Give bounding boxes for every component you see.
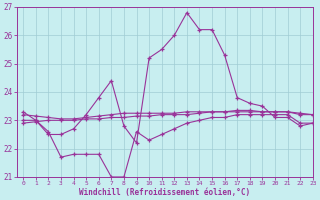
X-axis label: Windchill (Refroidissement éolien,°C): Windchill (Refroidissement éolien,°C)	[79, 188, 250, 197]
